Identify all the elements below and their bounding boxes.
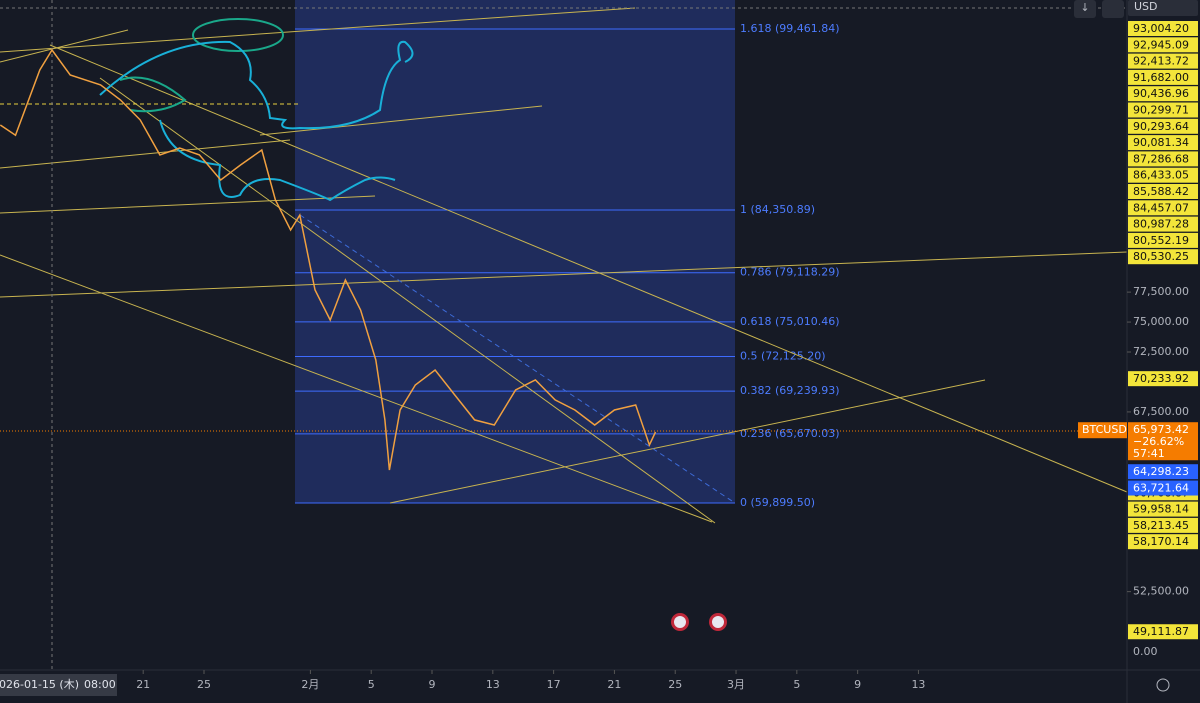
price-label-box xyxy=(1128,86,1198,102)
price-label: 93,004.20 xyxy=(1133,22,1189,35)
y-tick-label: 52,500.00 xyxy=(1133,585,1189,598)
fib-label: 1 (84,350.89) xyxy=(740,203,815,216)
price-label: 85,588.42 xyxy=(1133,185,1189,198)
drawings xyxy=(0,0,1128,670)
fib-label: 1.618 (99,461.84) xyxy=(740,22,840,35)
x-tick-label: 13 xyxy=(486,678,500,691)
price-label-box xyxy=(1128,371,1198,387)
last-price-box xyxy=(1128,422,1198,461)
blue-label-box xyxy=(1128,464,1198,480)
x-tick-label: 9 xyxy=(854,678,861,691)
y-tick-label: 75,000.00 xyxy=(1133,315,1189,328)
x-tick-label: 17 xyxy=(547,678,561,691)
price-label-box xyxy=(1128,37,1198,53)
price-label-box xyxy=(1128,624,1198,640)
x-tick-label: 25 xyxy=(197,678,211,691)
price-label-box xyxy=(1128,102,1198,118)
price-label-box xyxy=(1128,501,1198,517)
price-label-box xyxy=(1128,69,1198,85)
price-label: 58,213.45 xyxy=(1133,519,1189,532)
price-label: 59,958.14 xyxy=(1133,503,1189,516)
x-tick-label: 25 xyxy=(668,678,682,691)
price-label: 58,170.14 xyxy=(1133,535,1189,548)
price-label-box xyxy=(1128,216,1198,232)
arrow-icon: ↓ xyxy=(1080,1,1089,14)
crosshair-date: 2026-01-15 (木) xyxy=(0,678,79,691)
price-label-box xyxy=(1128,151,1198,167)
x-tick-label: 2月 xyxy=(301,678,319,691)
blue-label-box xyxy=(1128,480,1198,496)
x-tick-label: 5 xyxy=(793,678,800,691)
y-tick-label: 72,500.00 xyxy=(1133,345,1189,358)
price-label: 49,111.87 xyxy=(1133,625,1189,638)
y-tick-label: 67,500.00 xyxy=(1133,405,1189,418)
x-tick-label: 21 xyxy=(607,678,621,691)
price-label-box xyxy=(1128,200,1198,216)
fib-label: 0.618 (75,010.46) xyxy=(740,315,840,328)
x-tick-label: 9 xyxy=(429,678,436,691)
currency-selector[interactable] xyxy=(1128,0,1198,16)
price-label: 87,286.68 xyxy=(1133,152,1189,165)
blue-label: 63,721.64 xyxy=(1133,482,1189,495)
currency: USD xyxy=(1134,0,1158,13)
blue-label: 64,298.23 xyxy=(1133,465,1189,478)
fib-label: 0.382 (69,239.93) xyxy=(740,384,840,397)
price-label-box xyxy=(1128,232,1198,248)
scroll-button[interactable] xyxy=(1074,0,1096,18)
price-label: 84,457.07 xyxy=(1133,201,1189,214)
fib-label: 0.236 (65,670.03) xyxy=(740,427,840,440)
alert-button[interactable] xyxy=(1102,0,1124,18)
price-label: 80,530.25 xyxy=(1133,250,1189,263)
last-price-change: −26.62% xyxy=(1133,435,1184,448)
x-tick-label: 5 xyxy=(368,678,375,691)
x-tick-label: 21 xyxy=(136,678,150,691)
price-label-box xyxy=(1128,135,1198,151)
price-label: 70,233.92 xyxy=(1133,372,1189,385)
crosshair-date-box xyxy=(0,674,118,696)
price-label: 90,081.34 xyxy=(1133,136,1189,149)
price-label: 91,682.00 xyxy=(1133,71,1189,84)
symbol-label: BTCUSD xyxy=(1082,423,1127,436)
fib-label: 0.786 (79,118.29) xyxy=(740,266,840,279)
price-label: 80,552.19 xyxy=(1133,234,1189,247)
fib-box xyxy=(295,0,735,503)
crosshair-time: 08:00 xyxy=(84,678,116,691)
last-price: 65,973.42 xyxy=(1133,423,1189,436)
price-label-box xyxy=(1128,21,1198,36)
symbol-box xyxy=(1078,422,1127,439)
price-label: 90,299.71 xyxy=(1133,104,1189,117)
price-label: 86,433.05 xyxy=(1133,169,1189,182)
x-tick-label: 3月 xyxy=(727,678,745,691)
price-label: 92,945.09 xyxy=(1133,38,1189,51)
price-label: 80,987.28 xyxy=(1133,218,1189,231)
price-label: 90,436.96 xyxy=(1133,87,1189,100)
price-label: 90,293.64 xyxy=(1133,120,1189,133)
scale-label: 0.00 xyxy=(1133,645,1158,658)
x-tick-label: 13 xyxy=(911,678,925,691)
fib-label: 0 (59,899.50) xyxy=(740,496,815,509)
y-tick-label: 77,500.00 xyxy=(1133,285,1189,298)
countdown: 57:41 xyxy=(1133,447,1165,460)
fib-label: 0.5 (72,125.20) xyxy=(740,350,826,363)
price-line xyxy=(0,48,657,471)
price-label-box xyxy=(1128,517,1198,533)
price-label-box xyxy=(1128,249,1198,265)
price-label-box xyxy=(1128,184,1198,199)
price-label-box xyxy=(1128,167,1198,183)
price-label: 92,413.72 xyxy=(1133,55,1189,68)
price-label-box xyxy=(1128,118,1198,134)
price-label-box xyxy=(1128,534,1198,550)
settings-button[interactable] xyxy=(1156,678,1170,692)
price-label-box xyxy=(1128,53,1198,69)
